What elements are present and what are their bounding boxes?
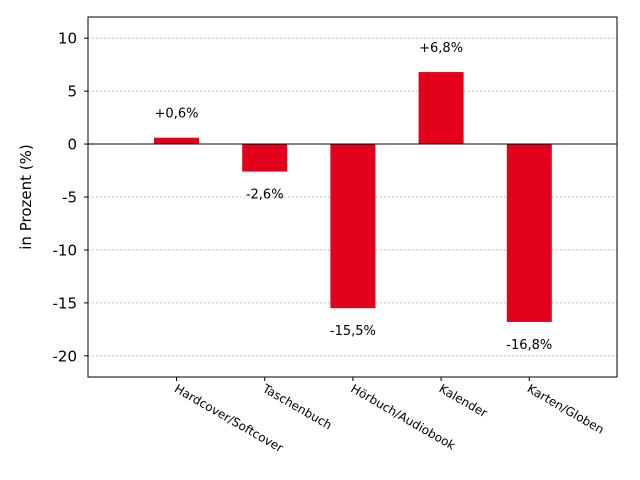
- x-tick-label: Taschenbuch: [259, 381, 334, 432]
- bar: [154, 137, 199, 145]
- y-tick-label: -15: [53, 294, 78, 312]
- bar: [418, 72, 464, 145]
- bar: [242, 144, 288, 172]
- y-tick-label: 5: [67, 83, 77, 101]
- bar: [330, 144, 376, 309]
- x-tick-label: Karten/Globen: [525, 381, 607, 436]
- y-tick-label: -5: [62, 189, 77, 207]
- x-tick-label: Kalender: [437, 381, 490, 420]
- y-tick-label: 0: [67, 136, 77, 154]
- data-label: -2,6%: [246, 188, 284, 203]
- data-labels: +0,6% -2,6% -15,5% +6,8% -16,8%: [155, 41, 553, 353]
- data-label: +0,6%: [155, 107, 199, 122]
- y-tick-label: -10: [53, 241, 78, 259]
- data-label: -16,8%: [506, 338, 552, 353]
- y-axis-title: in Prozent (%): [17, 144, 35, 249]
- data-label: +6,8%: [419, 41, 463, 56]
- y-axis-ticks: 10 5 0 -5 -10 -15 -20: [53, 30, 88, 365]
- y-tick-label: 10: [58, 30, 77, 48]
- y-tick-label: -20: [53, 347, 78, 365]
- bars: [154, 72, 552, 322]
- bar: [506, 144, 552, 322]
- data-label: -15,5%: [330, 324, 376, 339]
